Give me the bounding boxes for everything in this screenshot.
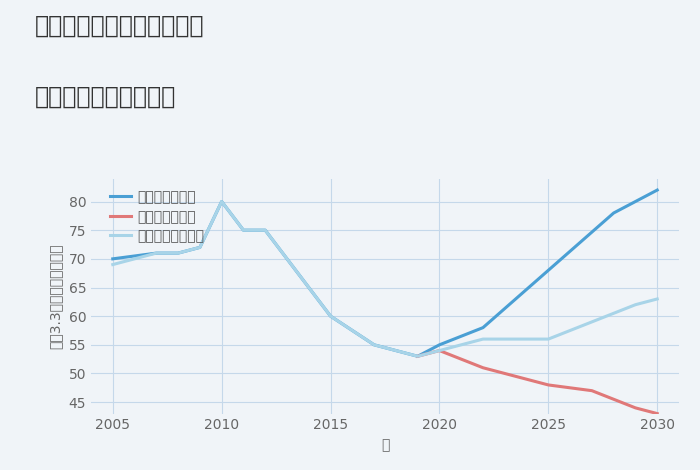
バッドシナリオ	[544, 382, 552, 388]
ノーマルシナリオ	[435, 348, 444, 353]
グッドシナリオ	[479, 325, 487, 330]
ノーマルシナリオ	[631, 302, 640, 307]
グッドシナリオ	[152, 251, 160, 256]
バッドシナリオ	[631, 405, 640, 411]
Text: 三重県松阪市飯南町深野の: 三重県松阪市飯南町深野の	[35, 14, 204, 38]
グッドシナリオ	[370, 342, 378, 348]
ノーマルシナリオ	[261, 227, 270, 233]
グッドシナリオ	[653, 187, 662, 193]
Line: ノーマルシナリオ: ノーマルシナリオ	[113, 202, 657, 356]
ノーマルシナリオ	[174, 251, 182, 256]
グッドシナリオ	[414, 353, 422, 359]
X-axis label: 年: 年	[381, 438, 389, 452]
バッドシナリオ	[435, 348, 444, 353]
グッドシナリオ	[174, 251, 182, 256]
ノーマルシナリオ	[239, 227, 248, 233]
Y-axis label: 平（3.3㎡）単価（万円）: 平（3.3㎡）単価（万円）	[49, 243, 63, 349]
バッドシナリオ	[522, 376, 531, 382]
バッドシナリオ	[479, 365, 487, 370]
バッドシナリオ	[653, 411, 662, 416]
ノーマルシナリオ	[588, 319, 596, 325]
グッドシナリオ	[218, 199, 226, 204]
バッドシナリオ	[588, 388, 596, 393]
グッドシナリオ	[239, 227, 248, 233]
ノーマルシナリオ	[653, 296, 662, 302]
グッドシナリオ	[435, 342, 444, 348]
Text: 中古戸建ての価格推移: 中古戸建ての価格推移	[35, 85, 176, 109]
グッドシナリオ	[196, 244, 204, 250]
グッドシナリオ	[326, 313, 335, 319]
グッドシナリオ	[108, 256, 117, 262]
グッドシナリオ	[610, 210, 618, 216]
ノーマルシナリオ	[414, 353, 422, 359]
ノーマルシナリオ	[218, 199, 226, 204]
グッドシナリオ	[544, 267, 552, 273]
Legend: グッドシナリオ, バッドシナリオ, ノーマルシナリオ: グッドシナリオ, バッドシナリオ, ノーマルシナリオ	[110, 190, 204, 243]
Line: バッドシナリオ: バッドシナリオ	[418, 351, 657, 414]
ノーマルシナリオ	[108, 262, 117, 267]
ノーマルシナリオ	[370, 342, 378, 348]
ノーマルシナリオ	[544, 336, 552, 342]
グッドシナリオ	[261, 227, 270, 233]
ノーマルシナリオ	[196, 244, 204, 250]
ノーマルシナリオ	[479, 336, 487, 342]
Line: グッドシナリオ: グッドシナリオ	[113, 190, 657, 356]
ノーマルシナリオ	[152, 251, 160, 256]
ノーマルシナリオ	[326, 313, 335, 319]
バッドシナリオ	[414, 353, 422, 359]
